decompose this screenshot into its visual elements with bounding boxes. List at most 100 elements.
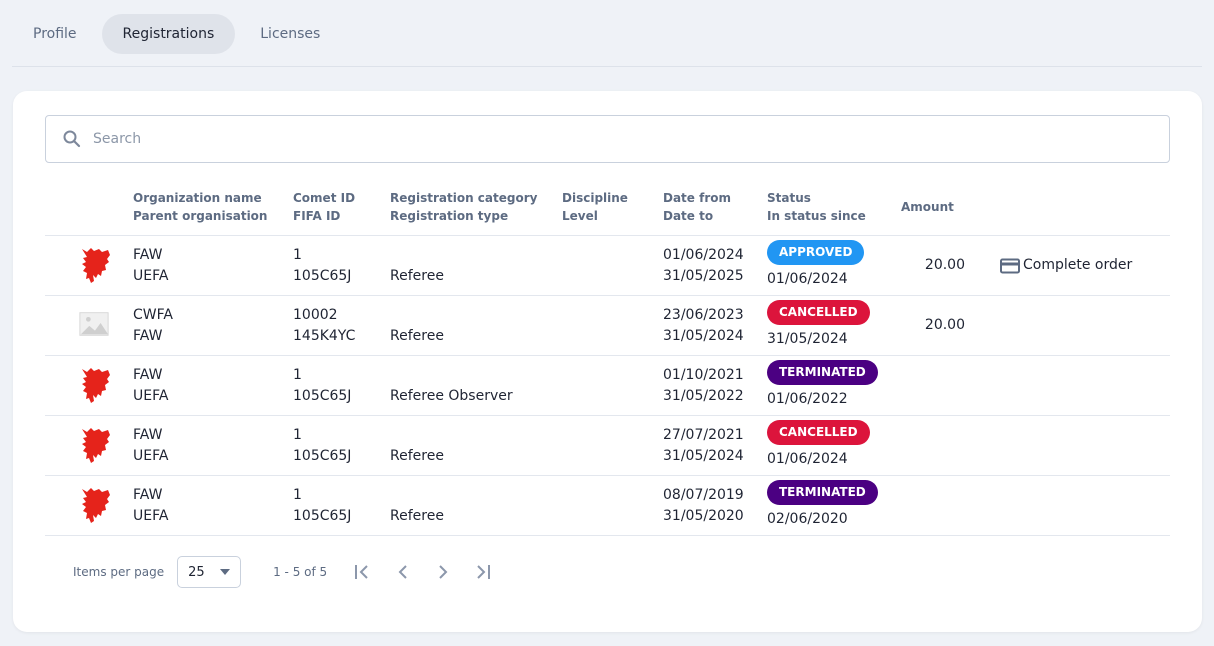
date-from: 23/06/2023	[663, 307, 744, 323]
header-date-to[interactable]: Date to	[663, 209, 714, 223]
amount: 20.00	[924, 317, 965, 333]
tab-profile[interactable]: Profile	[33, 26, 77, 42]
registration-category	[390, 365, 513, 386]
fifa-id: 105C65J	[293, 448, 352, 464]
table-row[interactable]: FAW UEFA 1 105C65J Referee 01/06/2024 31/05/2…	[45, 236, 1170, 296]
credit-card-icon	[1000, 258, 1020, 273]
items-per-page-select[interactable]: 25	[177, 556, 242, 588]
comet-id: 10002	[293, 307, 338, 323]
registration-category	[390, 425, 444, 446]
table-row[interactable]: FAW UEFA 1 105C65J Referee Observer 01/10/20…	[45, 356, 1170, 416]
faw-dragon-logo	[78, 366, 112, 404]
chevron-left-icon	[398, 565, 407, 579]
date-from: 27/07/2021	[663, 427, 744, 443]
table-row[interactable]: CWFA FAW 10002 145K4YC Referee 23/06/2023 31/…	[45, 296, 1170, 356]
faw-dragon-logo	[78, 486, 112, 524]
comet-id: 1	[293, 487, 302, 503]
org-name: CWFA	[133, 307, 173, 323]
tab-licenses[interactable]: Licenses	[260, 26, 321, 42]
status-badge: CANCELLED	[767, 300, 870, 325]
header-level[interactable]: Level	[562, 209, 598, 223]
search-icon	[63, 130, 81, 148]
registration-type: Referee	[390, 508, 444, 524]
tab-registrations[interactable]: Registrations	[101, 14, 236, 54]
registration-category	[390, 485, 444, 506]
date-to: 31/05/2020	[663, 508, 744, 524]
last-page-icon	[477, 565, 491, 579]
status-since: 01/06/2024	[767, 271, 848, 287]
status-badge: TERMINATED	[767, 480, 878, 505]
header-type[interactable]: Registration type	[390, 209, 509, 223]
faw-dragon-logo	[78, 246, 112, 284]
complete-order-button[interactable]: Complete order	[1000, 255, 1132, 276]
status-since: 02/06/2020	[767, 511, 848, 527]
header-discipline[interactable]: Discipline	[562, 191, 628, 205]
date-to: 31/05/2025	[663, 268, 744, 284]
header-status[interactable]: Status	[767, 191, 811, 205]
first-page-icon	[355, 565, 368, 579]
fifa-id: 105C65J	[293, 268, 352, 284]
registration-type: Referee	[390, 328, 444, 344]
header-category[interactable]: Registration category	[390, 191, 538, 205]
caret-down-icon	[220, 569, 231, 575]
items-per-page-value: 25	[188, 564, 205, 580]
status-badge: TERMINATED	[767, 360, 878, 385]
first-page-button[interactable]	[343, 556, 383, 588]
org-name: FAW	[133, 247, 163, 263]
org-name: FAW	[133, 427, 163, 443]
header-comet[interactable]: Comet ID	[293, 191, 356, 205]
next-page-button[interactable]	[423, 556, 463, 588]
last-page-button[interactable]	[463, 556, 503, 588]
status-since: 31/05/2024	[767, 331, 848, 347]
status-since: 01/06/2024	[767, 451, 848, 467]
divider	[12, 66, 1202, 67]
header-parent[interactable]: Parent organisation	[133, 209, 268, 223]
date-to: 31/05/2024	[663, 448, 744, 464]
registration-type: Referee	[390, 448, 444, 464]
comet-id: 1	[293, 427, 302, 443]
parent-org: UEFA	[133, 448, 169, 464]
date-to: 31/05/2022	[663, 388, 744, 404]
date-from: 01/10/2021	[663, 367, 744, 383]
comet-id: 1	[293, 247, 302, 263]
header-fifa[interactable]: FIFA ID	[293, 209, 341, 223]
parent-org: UEFA	[133, 388, 169, 404]
tabs: Profile Registrations Licenses	[12, 14, 341, 54]
table-row[interactable]: FAW UEFA 1 105C65J Referee 08/07/2019 31/05/2…	[45, 476, 1170, 536]
fifa-id: 145K4YC	[293, 328, 356, 344]
registrations-table: Organization name Parent organisation Com…	[45, 181, 1170, 536]
fifa-id: 105C65J	[293, 508, 352, 524]
page-range: 1 - 5 of 5	[273, 565, 328, 579]
registration-type: Referee Observer	[390, 388, 513, 404]
table-row[interactable]: FAW UEFA 1 105C65J Referee 27/07/2021 31/05/2…	[45, 416, 1170, 476]
amount: 20.00	[924, 257, 965, 273]
chevron-right-icon	[439, 565, 448, 579]
previous-page-button[interactable]	[383, 556, 423, 588]
parent-org: UEFA	[133, 268, 169, 284]
header-amount[interactable]: Amount	[901, 200, 954, 214]
search-field[interactable]	[45, 115, 1170, 163]
date-from: 08/07/2019	[663, 487, 744, 503]
registration-type: Referee	[390, 268, 444, 284]
registrations-card: Organization name Parent organisation Com…	[13, 91, 1202, 632]
complete-order-label: Complete order	[1023, 257, 1133, 273]
registration-category	[390, 305, 444, 326]
org-name: FAW	[133, 367, 163, 383]
registration-category	[390, 245, 444, 266]
table-header: Organization name Parent organisation Com…	[45, 181, 1170, 236]
comet-id: 1	[293, 367, 302, 383]
fifa-id: 105C65J	[293, 388, 352, 404]
status-badge: APPROVED	[767, 240, 865, 265]
header-org[interactable]: Organization name	[133, 191, 262, 205]
status-since: 01/06/2022	[767, 391, 848, 407]
date-to: 31/05/2024	[663, 328, 744, 344]
search-input[interactable]	[93, 131, 993, 147]
parent-org: UEFA	[133, 508, 169, 524]
org-name: FAW	[133, 487, 163, 503]
items-per-page-label: Items per page	[73, 565, 165, 579]
header-status-since[interactable]: In status since	[767, 209, 866, 223]
date-from: 01/06/2024	[663, 247, 744, 263]
status-badge: CANCELLED	[767, 420, 870, 445]
image-placeholder-icon	[78, 306, 112, 344]
header-date-from[interactable]: Date from	[663, 191, 731, 205]
